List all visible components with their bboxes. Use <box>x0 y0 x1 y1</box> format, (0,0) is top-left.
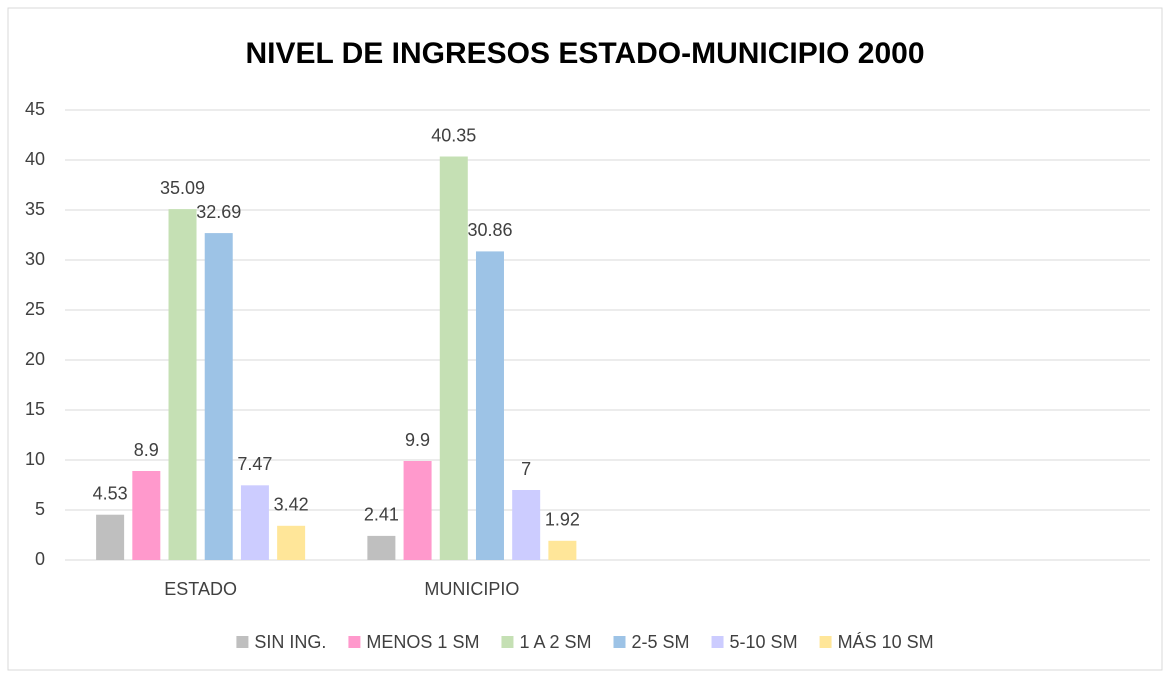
bar <box>403 461 432 560</box>
legend-label: 1 A 2 SM <box>519 632 591 652</box>
y-tick-label: 5 <box>35 499 45 519</box>
data-label: 7 <box>521 459 531 479</box>
data-label: 40.35 <box>431 125 476 145</box>
data-label: 3.42 <box>274 495 309 515</box>
legend-swatch <box>613 636 626 648</box>
data-label: 30.86 <box>467 220 512 240</box>
data-label: 4.53 <box>93 483 128 503</box>
bar <box>548 540 577 560</box>
y-tick-label: 20 <box>25 349 45 369</box>
y-tick-label: 40 <box>25 149 45 169</box>
y-tick-label: 25 <box>25 299 45 319</box>
legend-label: MÁS 10 SM <box>838 632 934 652</box>
x-tick-label: ESTADO <box>164 579 237 599</box>
y-tick-label: 15 <box>25 399 45 419</box>
data-label: 35.09 <box>160 178 205 198</box>
y-tick-label: 35 <box>25 199 45 219</box>
data-label: 32.69 <box>196 202 241 222</box>
legend-label: SIN ING. <box>254 632 326 652</box>
legend-label: 2-5 SM <box>632 632 690 652</box>
legend-swatch <box>348 636 361 648</box>
y-tick-label: 45 <box>25 99 45 119</box>
bar <box>512 490 541 560</box>
legend-swatch <box>711 636 724 648</box>
y-tick-label: 30 <box>25 249 45 269</box>
bar <box>240 485 269 560</box>
legend-label: MENOS 1 SM <box>366 632 479 652</box>
data-label: 7.47 <box>237 454 272 474</box>
x-tick-label: MUNICIPIO <box>424 579 519 599</box>
bar <box>204 233 233 560</box>
data-label: 9.9 <box>405 430 430 450</box>
bar <box>96 514 125 560</box>
bar <box>367 535 396 560</box>
bar <box>439 156 468 560</box>
bar <box>475 251 504 560</box>
legend-swatch <box>236 636 249 648</box>
y-tick-label: 10 <box>25 449 45 469</box>
legend-swatch <box>819 636 832 648</box>
bar <box>132 471 161 560</box>
bar <box>277 525 306 560</box>
bar <box>168 209 197 560</box>
chart-title: NIVEL DE INGRESOS ESTADO-MUNICIPIO 2000 <box>245 37 924 70</box>
legend-swatch <box>501 636 514 648</box>
data-label: 2.41 <box>364 505 399 525</box>
data-label: 8.9 <box>134 440 159 460</box>
legend-label: 5-10 SM <box>730 632 798 652</box>
data-label: 1.92 <box>545 510 580 530</box>
y-tick-label: 0 <box>35 549 45 569</box>
